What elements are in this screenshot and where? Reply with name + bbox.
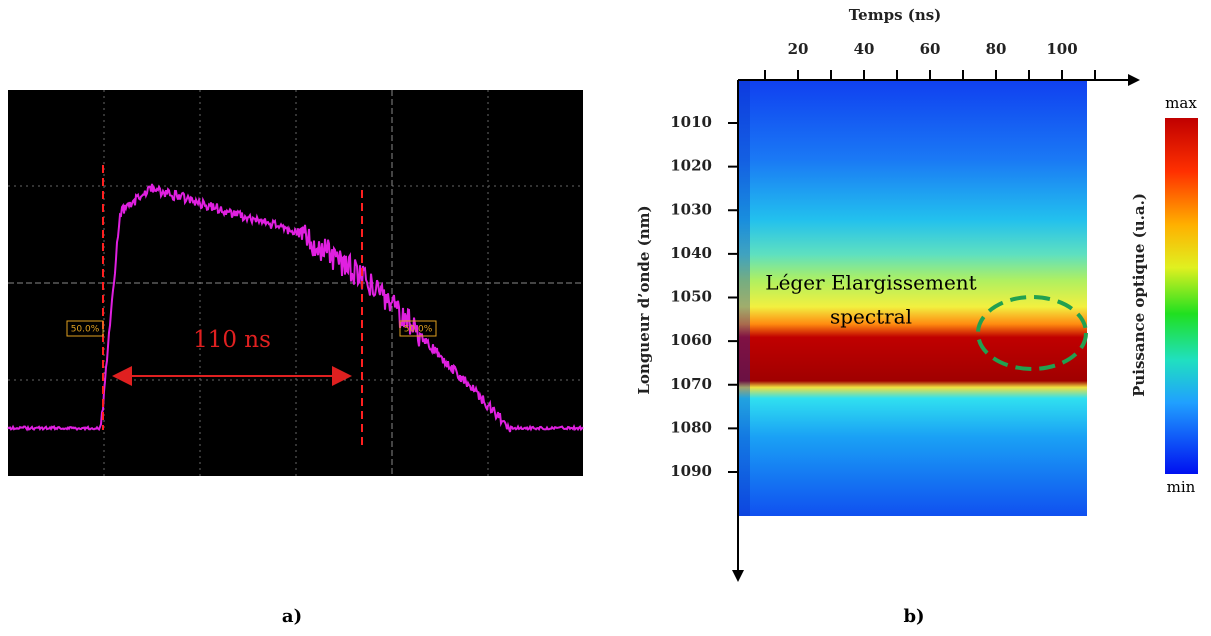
y-tick-label: 1050 bbox=[670, 288, 712, 306]
x-tick-label: 40 bbox=[854, 40, 875, 58]
heatmap-edge bbox=[738, 80, 750, 516]
x-axis-arrow bbox=[1128, 74, 1140, 86]
colorbar-max: max bbox=[1165, 94, 1197, 112]
y-tick-label: 1030 bbox=[670, 200, 712, 218]
annotation: spectral bbox=[830, 305, 912, 329]
trace bbox=[7, 183, 584, 433]
y-tick-label: 1090 bbox=[670, 462, 712, 480]
oscilloscope-panel: 110 ns 50.0% 50.0% a) bbox=[7, 90, 584, 627]
annotation: Léger Elargissement bbox=[765, 271, 976, 295]
panel-label: b) bbox=[903, 606, 924, 627]
marker-box bbox=[399, 320, 437, 337]
marker-label: 50.0% bbox=[71, 325, 100, 335]
y-tick-label: 1020 bbox=[670, 157, 712, 175]
highlight bbox=[976, 295, 1088, 371]
marker-box bbox=[66, 320, 104, 337]
x-tick-label: 100 bbox=[1046, 40, 1077, 58]
colorbar-min: min bbox=[1167, 478, 1196, 496]
x-tick-label: 20 bbox=[788, 40, 809, 58]
spectrogram-panel: Temps (ns) Longueur d’onde (nm) Léger El… bbox=[635, 6, 1198, 627]
y-axis-arrow bbox=[732, 570, 744, 582]
x-axis-title: Temps (ns) bbox=[849, 6, 942, 24]
y-tick-label: 1080 bbox=[670, 418, 712, 436]
y-tick-label: 1070 bbox=[670, 375, 712, 393]
panel-label: a) bbox=[282, 606, 302, 627]
y-tick-label: 1040 bbox=[670, 244, 712, 262]
heatmap bbox=[738, 80, 1087, 516]
marker-label: 50.0% bbox=[404, 325, 433, 335]
x-tick-label: 60 bbox=[920, 40, 941, 58]
y-tick-label: 1010 bbox=[670, 113, 712, 131]
x-tick-label: 80 bbox=[986, 40, 1007, 58]
colorbar bbox=[1165, 118, 1198, 474]
duration-label: 110 ns bbox=[193, 327, 271, 353]
colorbar-title: Puissance optique (u.a.) bbox=[1130, 193, 1148, 397]
y-tick-label: 1060 bbox=[670, 331, 712, 349]
y-axis-title: Longueur d’onde (nm) bbox=[635, 205, 653, 394]
